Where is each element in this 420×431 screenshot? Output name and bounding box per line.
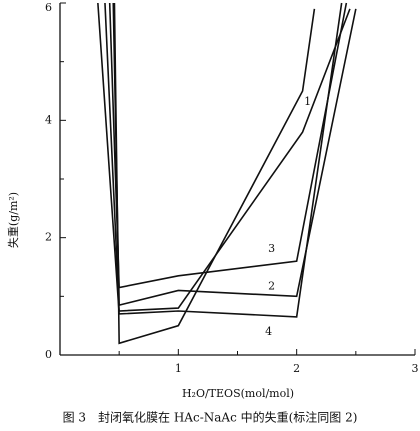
x-tick-label: 1: [175, 362, 182, 375]
y-axis-label: 失重(g/m²): [6, 192, 20, 248]
line: [108, 2, 348, 289]
x-tick-label: 3: [412, 362, 419, 375]
caption: 图 3 封闭氧化膜在 HAc-NaAc 中的失重(标注同图 2): [63, 410, 358, 425]
y-tick-label: 6: [45, 1, 52, 14]
line: [97, 2, 343, 318]
series-label: 4: [265, 325, 272, 338]
x-tick-label: 2: [293, 362, 300, 375]
line: [113, 2, 316, 345]
y-tick-label: 4: [45, 113, 52, 126]
y-tick-label: 2: [45, 231, 52, 244]
series-label: 1: [304, 95, 311, 108]
x-axis-label: H₂O/TEOS(mol/mol): [182, 387, 294, 400]
line: [104, 2, 351, 312]
y-tick-label: 0: [45, 348, 52, 361]
series-label: 2: [268, 279, 275, 292]
series-label: 3: [268, 242, 275, 255]
